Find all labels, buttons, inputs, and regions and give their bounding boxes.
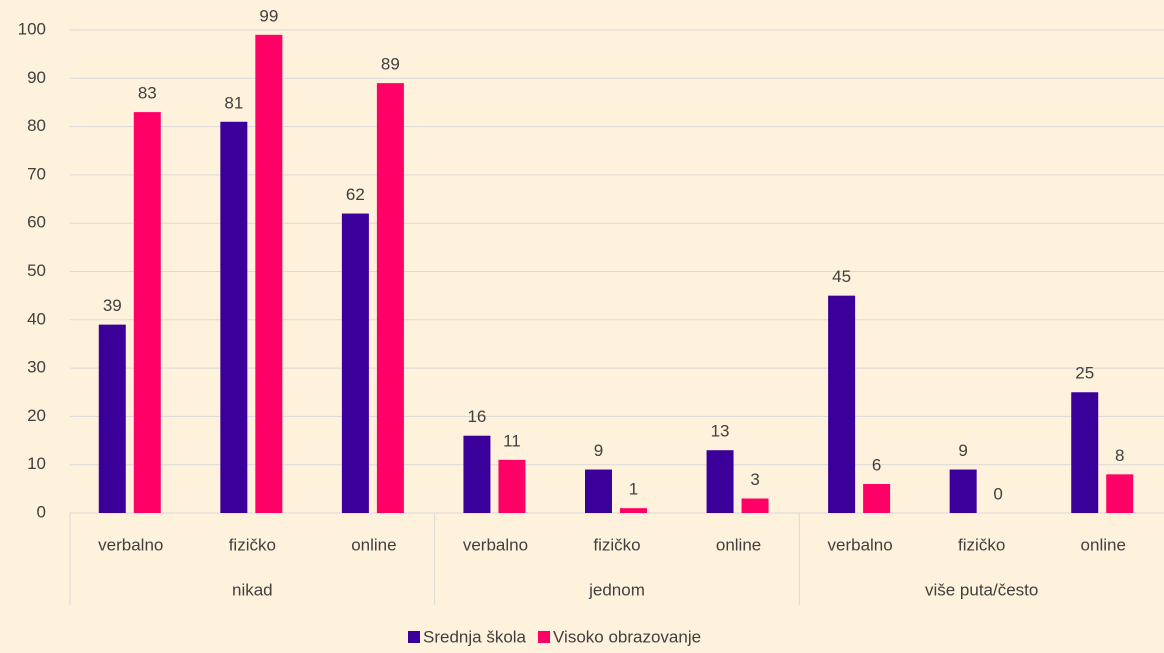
value-label: 39 [103,296,122,315]
y-tick-label: 50 [27,261,46,280]
bar [98,324,126,513]
value-label: 11 [503,431,521,450]
x-tick-label: online [351,535,396,554]
value-label: 0 [993,484,1002,503]
legend-swatch [538,631,551,643]
legend-label: Visoko obrazovanje [553,627,701,646]
value-label: 1 [629,480,638,499]
value-label: 16 [467,407,486,426]
bar [741,498,769,513]
value-label: 8 [1115,446,1124,465]
bar [706,450,734,513]
group-label: više puta/često [925,580,1038,599]
x-tick-label: fizičko [593,535,640,554]
value-label: 13 [711,422,730,441]
x-tick-label: verbalno [98,535,163,554]
bar [585,469,612,513]
y-tick-label: 100 [18,19,46,38]
bar [863,484,891,513]
y-tick-label: 80 [27,116,46,135]
value-label: 45 [832,267,851,286]
bar [828,295,856,513]
y-tick-label: 10 [27,454,46,473]
x-tick-label: verbalno [463,535,528,554]
y-tick-label: 90 [27,68,46,87]
x-tick-label: online [716,535,761,554]
legend-label: Srednja škola [423,627,527,646]
bar [341,213,369,514]
x-tick-label: online [1081,535,1126,554]
legend-swatch [408,631,420,643]
value-label: 83 [138,84,157,103]
bar [463,435,491,513]
value-label: 25 [1075,364,1094,383]
value-label: 89 [381,55,400,74]
group-label: nikad [232,580,273,599]
value-label: 9 [958,441,967,460]
group-label: jednom [588,580,645,599]
y-tick-label: 0 [37,502,46,521]
value-label: 99 [259,6,278,25]
bar [220,121,248,514]
y-tick-label: 60 [27,213,46,232]
value-label: 3 [750,470,759,489]
value-label: 9 [594,441,603,460]
bar [620,508,647,513]
y-tick-label: 20 [27,406,46,425]
x-tick-label: verbalno [828,535,893,554]
bar [1106,474,1134,513]
x-tick-label: fizičko [229,535,276,554]
bar [376,83,404,513]
value-label: 81 [224,93,243,112]
value-label: 62 [346,185,365,204]
value-label: 6 [872,456,881,475]
bar [1071,392,1099,513]
bar [255,34,283,514]
bar [498,459,526,513]
x-tick-label: fizičko [958,535,1005,554]
y-tick-label: 70 [27,164,46,183]
y-tick-label: 40 [27,309,46,328]
bar [949,469,977,513]
y-tick-label: 30 [27,358,46,377]
bar [133,112,161,514]
